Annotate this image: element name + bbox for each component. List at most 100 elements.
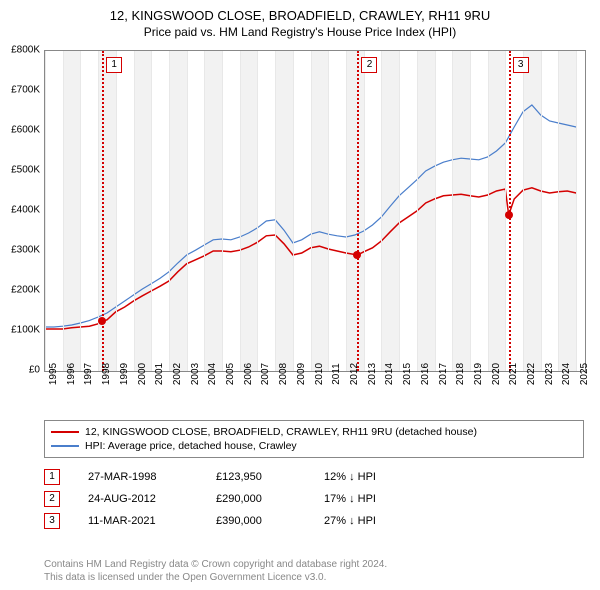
- series-lines: [45, 51, 585, 371]
- gridline: [541, 51, 542, 371]
- x-tick-label: 2002: [172, 363, 183, 385]
- sale-price: £290,000: [216, 493, 296, 505]
- sale-marker-box: 2: [361, 57, 377, 73]
- gridline: [576, 51, 577, 371]
- x-tick-label: 1997: [83, 363, 94, 385]
- gridline: [222, 51, 223, 371]
- sale-diff: 12% ↓ HPI: [324, 471, 414, 483]
- x-tick-label: 2001: [154, 363, 165, 385]
- sale-point: [98, 317, 106, 325]
- x-tick-label: 2000: [137, 363, 148, 385]
- x-tick-label: 1995: [48, 363, 59, 385]
- x-tick-label: 2003: [190, 363, 201, 385]
- gridline: [134, 51, 135, 371]
- credits-line: Contains HM Land Registry data © Crown c…: [44, 558, 584, 571]
- plot-area: 1 2 3: [44, 50, 586, 372]
- gridline: [151, 51, 152, 371]
- gridline: [45, 51, 46, 371]
- x-tick-label: 2014: [384, 363, 395, 385]
- x-tick-label: 2024: [561, 363, 572, 385]
- sale-point: [505, 211, 513, 219]
- gridline: [275, 51, 276, 371]
- sale-number-box: 3: [44, 513, 60, 529]
- sale-price: £390,000: [216, 515, 296, 527]
- gridline: [187, 51, 188, 371]
- sale-point: [353, 251, 361, 259]
- x-tick-label: 2020: [491, 363, 502, 385]
- sale-table-row: 3 11-MAR-2021 £390,000 27% ↓ HPI: [44, 510, 584, 532]
- x-tick-label: 2010: [314, 363, 325, 385]
- gridline: [381, 51, 382, 371]
- sale-marker-box: 3: [513, 57, 529, 73]
- gridline: [470, 51, 471, 371]
- gridline: [452, 51, 453, 371]
- y-tick-label: £100K: [11, 325, 40, 336]
- gridline: [435, 51, 436, 371]
- legend-row: HPI: Average price, detached house, Craw…: [51, 439, 577, 453]
- x-tick-label: 2017: [438, 363, 449, 385]
- y-tick-label: £300K: [11, 245, 40, 256]
- y-tick-label: £500K: [11, 165, 40, 176]
- sale-diff: 27% ↓ HPI: [324, 515, 414, 527]
- legend-label: 12, KINGSWOOD CLOSE, BROADFIELD, CRAWLEY…: [85, 426, 477, 438]
- y-tick-label: £400K: [11, 205, 40, 216]
- sale-date: 24-AUG-2012: [88, 493, 188, 505]
- gridline: [240, 51, 241, 371]
- x-tick-label: 2013: [367, 363, 378, 385]
- x-tick-label: 2004: [207, 363, 218, 385]
- sale-number-box: 2: [44, 491, 60, 507]
- y-tick-label: £600K: [11, 125, 40, 136]
- gridline: [169, 51, 170, 371]
- legend: 12, KINGSWOOD CLOSE, BROADFIELD, CRAWLEY…: [44, 420, 584, 458]
- page: 12, KINGSWOOD CLOSE, BROADFIELD, CRAWLEY…: [0, 0, 600, 590]
- chart-title: 12, KINGSWOOD CLOSE, BROADFIELD, CRAWLEY…: [0, 0, 600, 23]
- x-tick-label: 1998: [101, 363, 112, 385]
- x-tick-label: 2009: [296, 363, 307, 385]
- gridline: [558, 51, 559, 371]
- legend-label: HPI: Average price, detached house, Craw…: [85, 440, 297, 452]
- x-tick-label: 1996: [66, 363, 77, 385]
- chart: 1 2 3 1995 1996 1997 1998 1999 2000 2001 2002 2003…: [44, 50, 584, 395]
- gridline: [417, 51, 418, 371]
- x-tick-label: 1999: [119, 363, 130, 385]
- x-tick-label: 2007: [260, 363, 271, 385]
- sales-table: 127-MAR-1998£123,95012% ↓ HPI224-AUG-201…: [44, 466, 584, 532]
- sale-price: £123,950: [216, 471, 296, 483]
- x-tick-label: 2006: [243, 363, 254, 385]
- sale-date: 11-MAR-2021: [88, 515, 188, 527]
- x-tick-label: 2025: [579, 363, 590, 385]
- sale-number-box: 1: [44, 469, 60, 485]
- gridline: [204, 51, 205, 371]
- gridline: [63, 51, 64, 371]
- sale-marker-box: 1: [106, 57, 122, 73]
- sale-table-row: 2 24-AUG-2012 £290,000 17% ↓ HPI: [44, 488, 584, 510]
- credits-line: This data is licensed under the Open Gov…: [44, 571, 584, 584]
- gridline: [346, 51, 347, 371]
- gridline: [257, 51, 258, 371]
- y-tick-label: £200K: [11, 285, 40, 296]
- x-tick-label: 2012: [349, 363, 360, 385]
- y-tick-label: £0: [29, 365, 40, 376]
- x-tick-label: 2008: [278, 363, 289, 385]
- x-tick-label: 2022: [526, 363, 537, 385]
- x-tick-label: 2021: [508, 363, 519, 385]
- gridline: [364, 51, 365, 371]
- x-tick-label: 2015: [402, 363, 413, 385]
- gridline: [293, 51, 294, 371]
- gridline: [523, 51, 524, 371]
- gridline: [116, 51, 117, 371]
- gridline: [311, 51, 312, 371]
- gridline: [328, 51, 329, 371]
- y-tick-label: £800K: [11, 45, 40, 56]
- x-tick-label: 2005: [225, 363, 236, 385]
- legend-row: 12, KINGSWOOD CLOSE, BROADFIELD, CRAWLEY…: [51, 425, 577, 439]
- gridline: [80, 51, 81, 371]
- gridline: [488, 51, 489, 371]
- credits: Contains HM Land Registry data © Crown c…: [44, 558, 584, 584]
- gridline: [399, 51, 400, 371]
- sale-table-row: 127-MAR-1998£123,95012% ↓ HPI: [44, 466, 584, 488]
- sale-diff: 17% ↓ HPI: [324, 493, 414, 505]
- x-tick-label: 2019: [473, 363, 484, 385]
- legend-swatch: [51, 431, 79, 433]
- chart-subtitle: Price paid vs. HM Land Registry's House …: [0, 23, 600, 39]
